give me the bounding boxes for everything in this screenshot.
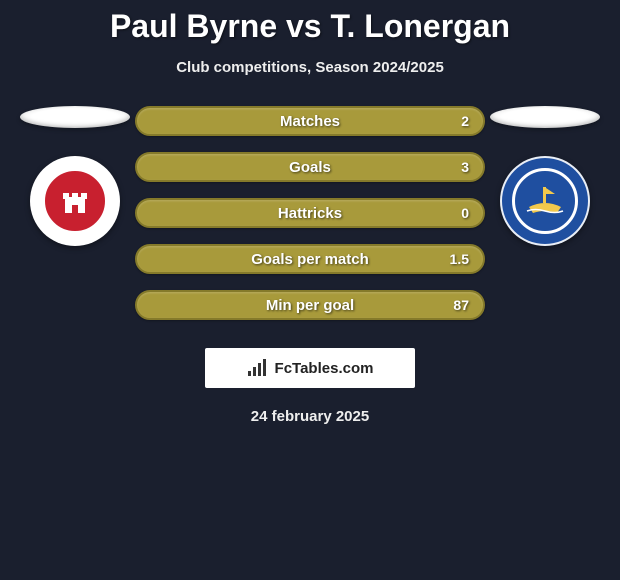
infographic-container: Paul Byrne vs T. Lonergan Club competiti… bbox=[0, 0, 620, 425]
stat-right-value: 3 bbox=[461, 159, 469, 175]
date-text: 24 february 2025 bbox=[0, 408, 620, 425]
stat-right-value: 1.5 bbox=[450, 251, 469, 267]
castle-icon bbox=[55, 181, 95, 221]
player2-name: T. Lonergan bbox=[330, 8, 510, 44]
comparison-title: Paul Byrne vs T. Lonergan bbox=[0, 8, 620, 45]
brand-text: FcTables.com bbox=[275, 360, 374, 377]
brand-logo-box: FcTables.com bbox=[205, 348, 415, 388]
waterford-crest bbox=[500, 156, 590, 246]
stat-right-value: 2 bbox=[461, 113, 469, 129]
stat-label: Hattricks bbox=[278, 205, 342, 222]
shelbourne-crest bbox=[30, 156, 120, 246]
left-club-column bbox=[15, 106, 135, 246]
stat-right-value: 0 bbox=[461, 205, 469, 221]
shelbourne-crest-inner bbox=[42, 168, 108, 234]
stat-row: Goals per match 1.5 bbox=[135, 244, 485, 274]
left-ellipse-shadow bbox=[20, 106, 130, 128]
waterford-crest-inner bbox=[512, 168, 578, 234]
right-club-column bbox=[485, 106, 605, 246]
vs-separator: vs bbox=[286, 8, 322, 44]
player1-name: Paul Byrne bbox=[110, 8, 277, 44]
stat-label: Matches bbox=[280, 113, 340, 130]
ship-icon bbox=[523, 179, 567, 223]
stat-right-value: 87 bbox=[453, 297, 469, 313]
right-ellipse-shadow bbox=[490, 106, 600, 128]
stat-label: Goals per match bbox=[251, 251, 369, 268]
stats-column: Matches 2 Goals 3 Hattricks 0 Goals per match 1… bbox=[135, 106, 485, 320]
bar-chart-icon bbox=[247, 359, 269, 377]
stat-row: Hattricks 0 bbox=[135, 198, 485, 228]
stat-row: Goals 3 bbox=[135, 152, 485, 182]
stat-row: Matches 2 bbox=[135, 106, 485, 136]
stat-row: Min per goal 87 bbox=[135, 290, 485, 320]
stat-label: Min per goal bbox=[266, 297, 354, 314]
stat-label: Goals bbox=[289, 159, 331, 176]
main-row: Matches 2 Goals 3 Hattricks 0 Goals per match 1… bbox=[0, 106, 620, 320]
competition-subtitle: Club competitions, Season 2024/2025 bbox=[0, 59, 620, 76]
